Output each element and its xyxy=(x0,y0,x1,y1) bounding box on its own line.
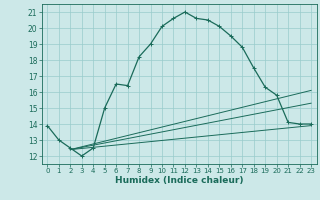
X-axis label: Humidex (Indice chaleur): Humidex (Indice chaleur) xyxy=(115,176,244,185)
